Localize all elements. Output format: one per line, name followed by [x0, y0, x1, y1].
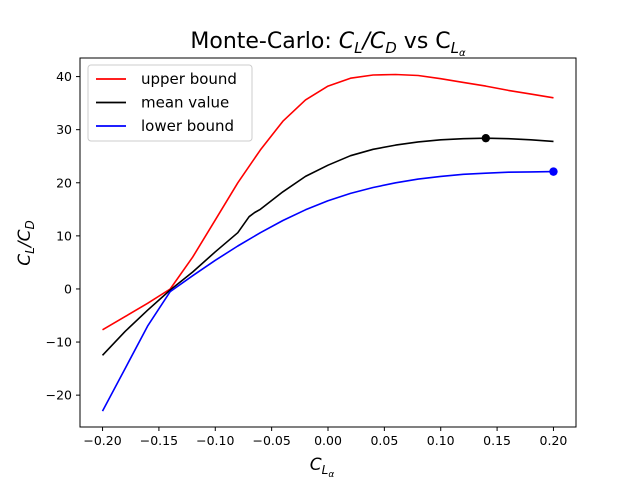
x-tick-label: 0.20 — [540, 433, 568, 448]
x-tick-label: −0.05 — [252, 433, 290, 448]
x-tick-label: 0.10 — [427, 433, 455, 448]
ylabel-main: C — [15, 254, 35, 266]
y-axis-ticks: −20 −10 0 10 20 30 40 — [46, 69, 80, 403]
legend: upper bound mean value lower bound — [87, 64, 253, 142]
legend-label: upper bound — [141, 70, 237, 88]
ylabel-sub: L — [23, 247, 37, 254]
y-tick-label: −20 — [46, 388, 72, 403]
y-axis-label: CL/CD — [15, 220, 37, 265]
title-cl-sub: L — [354, 39, 362, 57]
series-lines — [101, 73, 554, 412]
title-vs: vs C — [397, 29, 451, 54]
y-tick-label: −10 — [46, 335, 72, 350]
y-tick-label: 20 — [56, 175, 72, 190]
title-slash-cd: /C — [360, 29, 385, 54]
chart-title: Monte-Carlo: CL/CD vs CLα — [190, 29, 466, 59]
xlabel-subsub: α — [328, 470, 334, 480]
x-tick-label: −0.15 — [140, 433, 178, 448]
legend-box — [87, 64, 253, 142]
marker-lower-maximum — [549, 167, 558, 176]
x-tick-label: −0.20 — [83, 433, 121, 448]
y-tick-label: 0 — [64, 281, 72, 296]
legend-label: mean value — [141, 94, 229, 112]
title-x-sub: L — [451, 39, 459, 57]
title-x-subsub: α — [459, 48, 466, 59]
ylabel-slash: /C — [15, 229, 35, 249]
ylabel-sub2: D — [23, 220, 37, 229]
marker-mean-maximum — [481, 133, 491, 143]
legend-label: lower bound — [141, 117, 234, 135]
x-tick-label: 0.00 — [314, 433, 342, 448]
y-tick-label: 30 — [56, 122, 72, 137]
series-markers — [481, 133, 558, 176]
xlabel-main: C — [310, 455, 322, 475]
x-tick-label: 0.15 — [483, 433, 511, 448]
title-prefix: Monte-Carlo: — [190, 29, 338, 54]
x-axis-ticks: −0.20 −0.15 −0.10 −0.05 0.00 0.05 0.10 0.15 0.20 — [83, 427, 567, 448]
x-tick-label: −0.10 — [196, 433, 234, 448]
title-cd-sub: D — [385, 39, 397, 57]
series-line-mean-value — [101, 137, 554, 356]
title-cl: C — [339, 29, 355, 54]
y-tick-label: 10 — [56, 228, 72, 243]
xlabel-sub: L — [322, 463, 329, 477]
series-line-upper-bound — [102, 73, 554, 331]
y-tick-label: 40 — [56, 69, 72, 84]
x-tick-label: 0.05 — [370, 433, 398, 448]
series-line-lower-bound — [101, 170, 554, 412]
x-axis-label: CLα — [310, 455, 335, 480]
